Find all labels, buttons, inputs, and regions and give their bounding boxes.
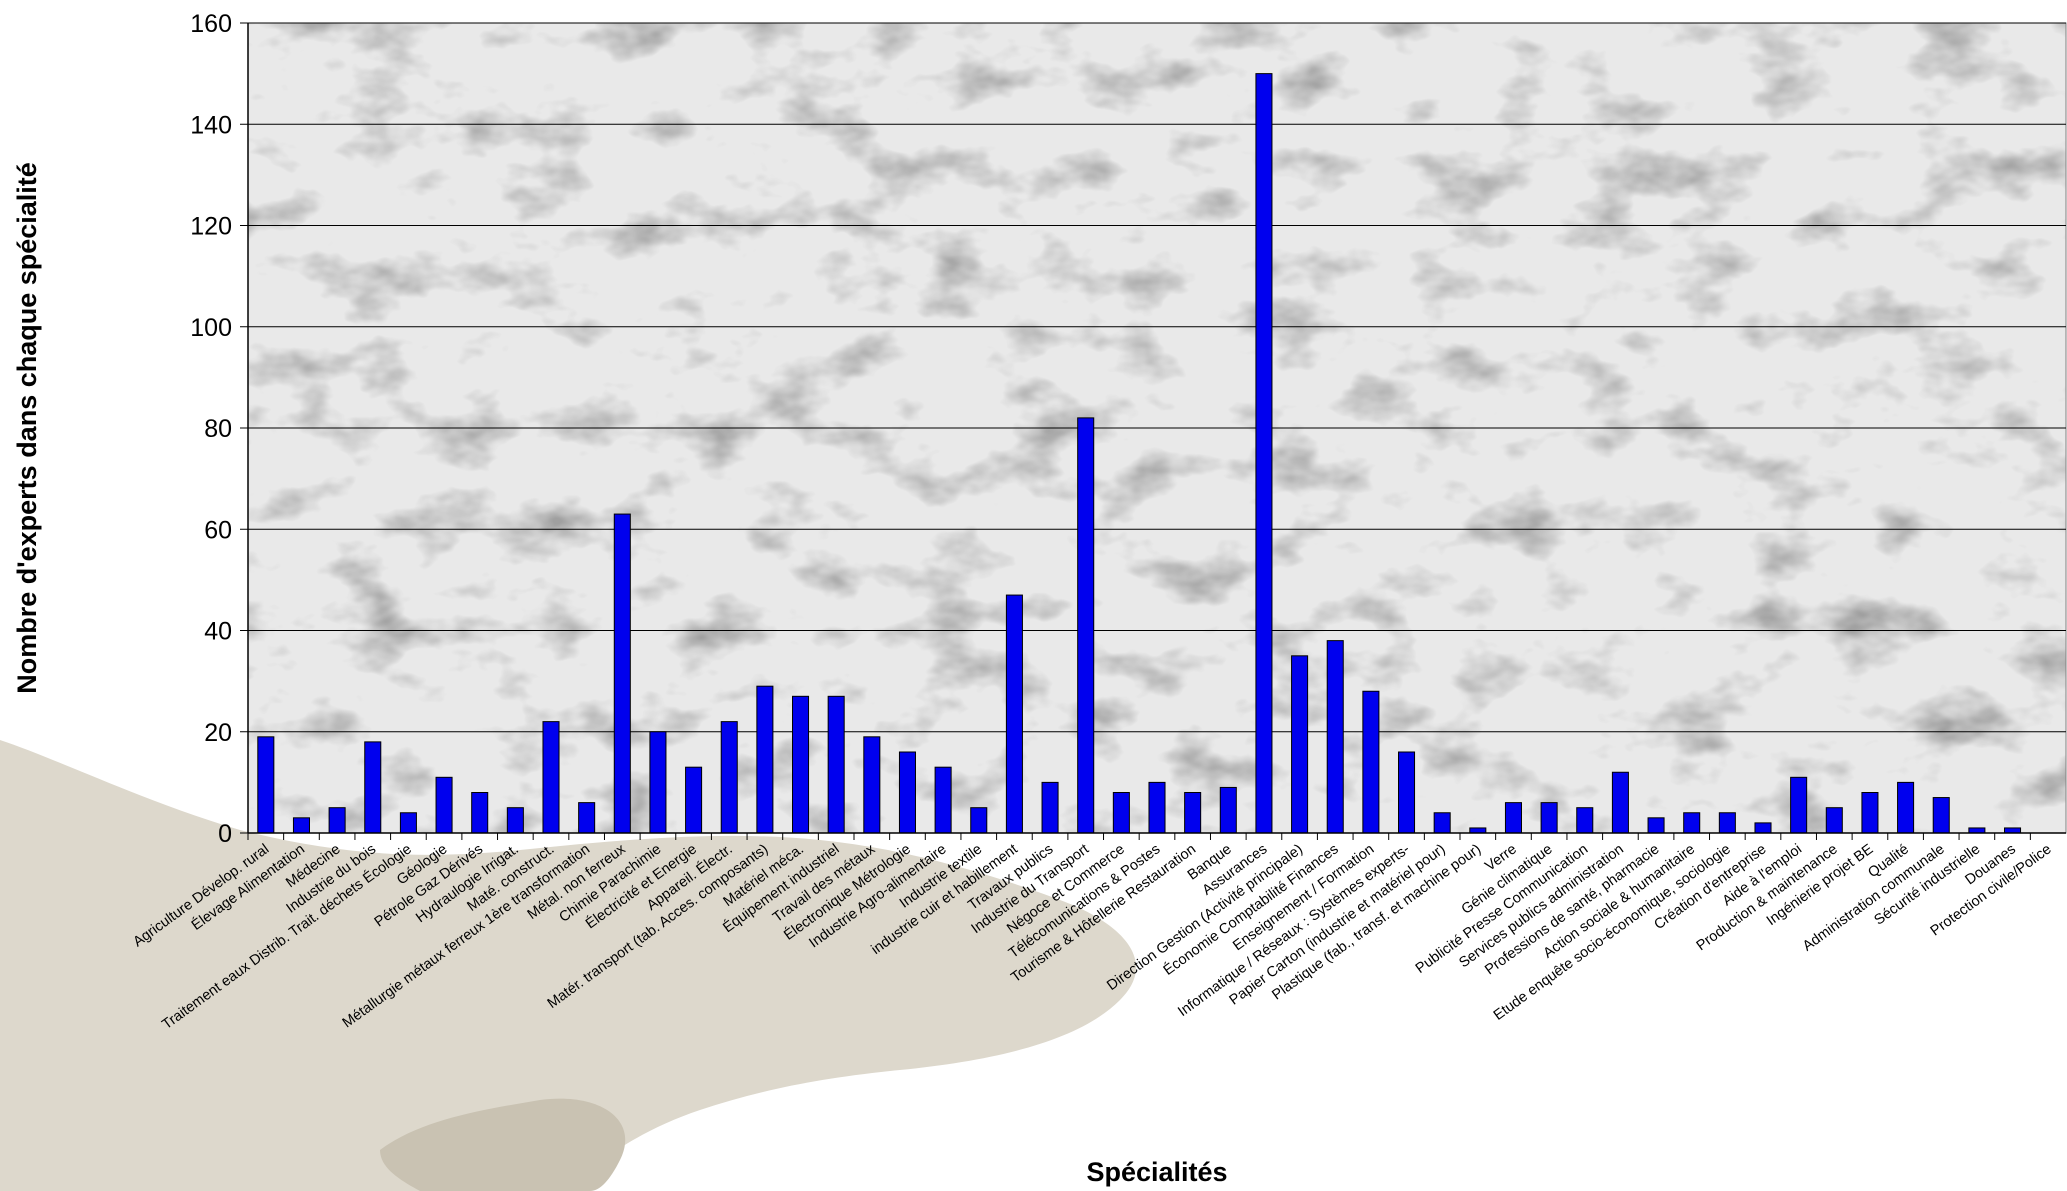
bar bbox=[1932, 797, 1950, 834]
bar bbox=[1255, 73, 1273, 834]
y-axis-title: Nombre d'experts dans chaque spécialité bbox=[12, 162, 42, 694]
bar bbox=[934, 766, 952, 834]
bar bbox=[542, 721, 560, 834]
bar bbox=[471, 792, 489, 834]
bar bbox=[613, 513, 631, 834]
bar bbox=[1398, 751, 1416, 834]
bar bbox=[720, 721, 738, 834]
bar bbox=[1326, 640, 1344, 834]
bar bbox=[1861, 792, 1879, 834]
bar bbox=[1433, 812, 1451, 834]
bar bbox=[1897, 781, 1915, 834]
bar bbox=[1718, 812, 1736, 834]
bar bbox=[756, 685, 774, 834]
bar bbox=[1790, 776, 1808, 834]
bar bbox=[1504, 802, 1522, 834]
gridlines bbox=[248, 22, 2066, 733]
y-tick-label: 160 bbox=[190, 10, 232, 38]
bar bbox=[1540, 802, 1558, 834]
y-tick-label: 80 bbox=[204, 415, 232, 443]
bar bbox=[649, 731, 667, 834]
bar bbox=[506, 807, 524, 834]
y-tick-label: 120 bbox=[190, 213, 232, 241]
bar bbox=[863, 736, 881, 834]
bar bbox=[1112, 792, 1130, 834]
bar bbox=[578, 802, 596, 834]
bar bbox=[1469, 827, 1487, 834]
y-tick-label: 20 bbox=[204, 719, 232, 747]
background-shape-shadow bbox=[380, 1098, 626, 1191]
bar bbox=[1148, 781, 1166, 834]
y-tick-label: 140 bbox=[190, 111, 232, 139]
bar bbox=[1005, 594, 1023, 834]
bar bbox=[827, 695, 845, 834]
y-tick-label: 0 bbox=[218, 820, 232, 848]
bar bbox=[257, 736, 275, 834]
bar bbox=[292, 817, 310, 834]
bar bbox=[898, 751, 916, 834]
bar bbox=[685, 766, 703, 834]
bar bbox=[1041, 781, 1059, 834]
bar bbox=[364, 741, 382, 834]
x-axis-title: Spécialités bbox=[1086, 1157, 1227, 1187]
bar bbox=[435, 776, 453, 834]
bar bbox=[1077, 417, 1095, 834]
bar bbox=[970, 807, 988, 834]
y-tick-label: 60 bbox=[204, 516, 232, 544]
bar bbox=[1647, 817, 1665, 834]
y-tick-label: 40 bbox=[204, 618, 232, 646]
bar bbox=[1825, 807, 1843, 834]
bar bbox=[1754, 822, 1772, 834]
bar bbox=[1184, 792, 1202, 834]
bar bbox=[2004, 827, 2022, 834]
y-tick-label: 100 bbox=[190, 314, 232, 342]
bar bbox=[1362, 690, 1380, 834]
bar bbox=[1683, 812, 1701, 834]
bar bbox=[1219, 786, 1237, 834]
bar bbox=[1576, 807, 1594, 834]
bars bbox=[257, 73, 2022, 834]
bar bbox=[328, 807, 346, 834]
y-axis-ticks: 0 20 40 60 80 100 120 140 160 bbox=[190, 10, 248, 848]
bar bbox=[792, 695, 810, 834]
bar bbox=[399, 812, 417, 834]
bar bbox=[1611, 771, 1629, 834]
bar bbox=[1291, 655, 1309, 834]
bar bbox=[1968, 827, 1986, 834]
background-shape bbox=[0, 740, 1137, 1191]
